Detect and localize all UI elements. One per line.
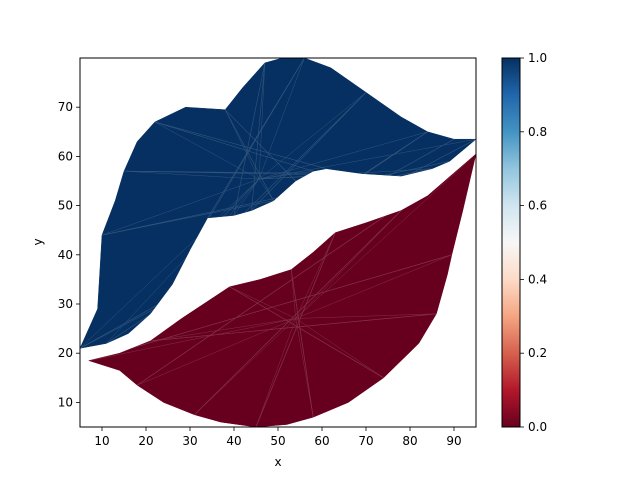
mesh-line <box>229 286 384 379</box>
mesh-line <box>295 254 452 319</box>
mesh-line <box>255 232 336 427</box>
mesh-line <box>88 254 452 361</box>
mesh-line <box>207 58 305 219</box>
mesh-line <box>88 318 296 361</box>
y-axis-label: y <box>31 238 45 245</box>
mesh-line <box>258 138 476 180</box>
mesh-line <box>258 170 314 180</box>
mesh-line <box>123 170 260 180</box>
mesh-line <box>154 121 314 172</box>
colorbar-tick-label: 1.0 <box>528 51 547 65</box>
regions <box>80 58 476 427</box>
mesh-line <box>295 313 437 319</box>
y-tick-label: 60 <box>58 149 73 163</box>
mesh-line <box>101 161 450 236</box>
x-tick-label: 30 <box>182 434 197 448</box>
x-axis-ticks: 10 20 30 40 50 60 70 80 90 <box>94 427 462 448</box>
y-tick-label: 30 <box>58 297 73 311</box>
mesh-line <box>106 178 260 344</box>
mesh-line <box>258 92 367 180</box>
x-axis-label: x <box>274 455 281 469</box>
plot-area: 10 20 30 40 50 60 70 80 90 10 20 30 40 50 60 70 x y <box>31 57 477 469</box>
mesh-line <box>224 109 260 180</box>
mesh-line <box>295 232 336 319</box>
mesh-line <box>194 210 402 415</box>
x-tick-label: 70 <box>358 434 373 448</box>
mesh-line <box>194 318 296 415</box>
x-tick-label: 10 <box>94 434 109 448</box>
x-tick-label: 20 <box>138 434 153 448</box>
mesh-line <box>255 318 296 427</box>
y-tick-label: 40 <box>58 248 73 262</box>
colorbar-ticks: 0.0 0.2 0.4 0.6 0.8 1.0 <box>520 51 547 434</box>
mesh-line <box>150 318 296 342</box>
mesh-line <box>229 286 296 319</box>
colorbar-gradient <box>501 57 521 428</box>
mesh-line <box>290 269 314 418</box>
mesh-line <box>258 131 428 180</box>
x-tick-label: 80 <box>402 434 417 448</box>
mesh-line <box>88 254 452 361</box>
mesh-line <box>295 318 314 418</box>
mesh-line <box>233 62 266 216</box>
region-lower-lip <box>87 153 476 427</box>
x-tick-label: 60 <box>314 434 329 448</box>
mesh-line <box>224 109 296 182</box>
mesh-line <box>80 178 260 349</box>
colorbar: 0.0 0.2 0.4 0.6 0.8 1.0 <box>501 51 547 434</box>
mesh-line <box>137 318 296 386</box>
mesh-line <box>224 109 274 201</box>
y-tick-label: 20 <box>58 346 73 360</box>
mesh-line <box>295 318 384 379</box>
mesh-line <box>194 210 402 415</box>
mesh-line <box>150 313 437 342</box>
colorbar-tick-label: 0.8 <box>528 125 547 139</box>
region-upper-lip <box>80 58 476 349</box>
mesh-line <box>229 286 384 379</box>
y-tick-label: 70 <box>58 100 73 114</box>
mesh-line <box>290 269 297 319</box>
x-tick-label: 90 <box>446 434 461 448</box>
mesh-line <box>295 153 476 319</box>
mesh-line <box>150 313 437 342</box>
mesh-line <box>290 269 314 418</box>
mesh-line <box>255 232 336 427</box>
x-tick-label: 40 <box>226 434 241 448</box>
y-tick-label: 10 <box>58 395 73 409</box>
y-tick-label: 50 <box>58 199 73 213</box>
y-axis-ticks: 10 20 30 40 50 60 70 <box>58 100 80 409</box>
colorbar-tick-label: 0.6 <box>528 199 547 213</box>
mesh-line <box>258 62 266 180</box>
mesh-line <box>295 210 402 319</box>
mesh-line <box>154 121 327 169</box>
mesh-line <box>101 178 260 236</box>
colorbar-tick-label: 0.4 <box>528 272 547 286</box>
colorbar-tick-label: 0.2 <box>528 346 547 360</box>
mesh-line <box>258 58 305 180</box>
mesh-line <box>233 178 260 216</box>
mesh-line <box>251 62 266 211</box>
mesh-line <box>258 178 274 201</box>
colorbar-tick-label: 0.0 <box>528 420 547 434</box>
mesh-line <box>154 121 260 180</box>
x-tick-label: 50 <box>270 434 285 448</box>
